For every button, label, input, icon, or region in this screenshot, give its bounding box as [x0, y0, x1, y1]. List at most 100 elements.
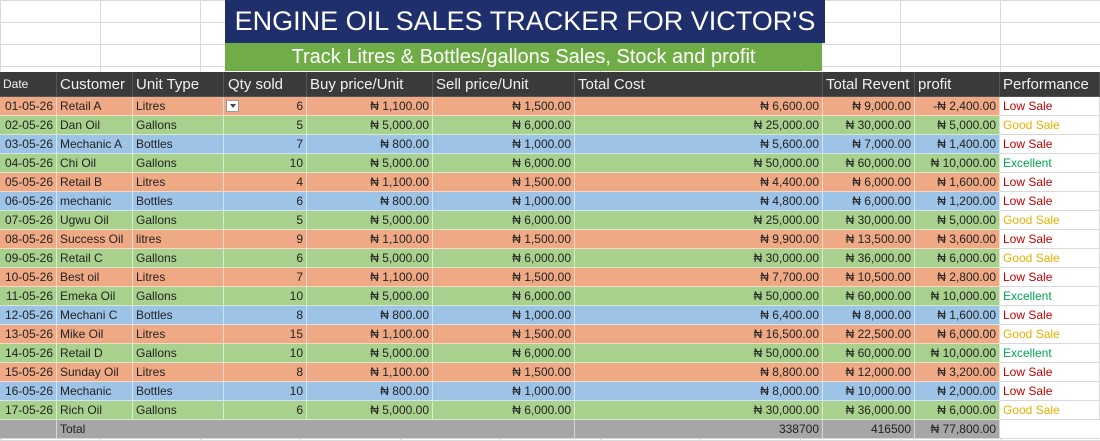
table-cell: ₦ 3,200.00	[915, 363, 1000, 382]
column-header: Qty sold	[224, 72, 307, 97]
table-cell: Dan Oil	[57, 116, 133, 135]
column-header: Date	[0, 72, 57, 97]
table-cell: Best oil	[57, 268, 133, 287]
table-cell: 13-05-26	[0, 325, 57, 344]
sheet-title: ENGINE OIL SALES TRACKER FOR VICTOR'S	[225, 0, 825, 43]
table-cell: ₦ 5,600.00	[575, 135, 823, 154]
column-header: profit	[915, 72, 1000, 97]
table-cell: ₦ 5,000.00	[307, 154, 433, 173]
table-cell: Mechanic A	[57, 135, 133, 154]
table-cell: Bottles	[133, 135, 224, 154]
sheet-subtitle: Track Litres & Bottles/gallons Sales, St…	[225, 43, 822, 71]
table-cell: ₦ 1,000.00	[433, 192, 575, 211]
table-cell: Litres	[133, 173, 224, 192]
table-cell: ₦ 1,500.00	[433, 97, 575, 116]
table-cell: ₦ 4,400.00	[575, 173, 823, 192]
table-cell: Gallons	[133, 116, 224, 135]
table-cell: ₦ 1,400.00	[915, 135, 1000, 154]
table-cell: ₦ 6,000.00	[915, 249, 1000, 268]
table-cell: ₦ 800.00	[307, 135, 433, 154]
performance-cell: Low Sale	[1000, 268, 1100, 287]
table-cell: ₦ 36,000.00	[823, 401, 915, 420]
table-cell: Gallons	[133, 401, 224, 420]
performance-cell: Good Sale	[1000, 249, 1100, 268]
performance-cell: Low Sale	[1000, 135, 1100, 154]
table-cell: 4	[224, 173, 307, 192]
table-cell: 05-05-26	[0, 173, 57, 192]
table-cell: litres	[133, 230, 224, 249]
table-cell: 03-05-26	[0, 135, 57, 154]
performance-cell: Good Sale	[1000, 325, 1100, 344]
table-cell: 04-05-26	[0, 154, 57, 173]
table-cell: ₦ 10,000.00	[915, 154, 1000, 173]
table-cell: ₦ 13,500.00	[823, 230, 915, 249]
table-cell: ₦ 30,000.00	[575, 401, 823, 420]
dropdown-button[interactable]	[226, 100, 239, 112]
table-cell: Retail A	[57, 97, 133, 116]
table-cell: ₦ 50,000.00	[575, 154, 823, 173]
table-cell: ₦ 1,600.00	[915, 173, 1000, 192]
total-blank	[1000, 420, 1100, 439]
table-cell: Retail B	[57, 173, 133, 192]
table-cell: 8	[224, 306, 307, 325]
table-cell: ₦ 6,000.00	[823, 173, 915, 192]
table-cell: ₦ 10,000.00	[823, 382, 915, 401]
table-cell: ₦ 1,600.00	[915, 306, 1000, 325]
table-cell: 9	[224, 230, 307, 249]
performance-cell: Low Sale	[1000, 382, 1100, 401]
table-cell: ₦ 6,000.00	[433, 154, 575, 173]
column-header: Total Revent	[823, 72, 915, 97]
table-cell: ₦ 10,000.00	[915, 344, 1000, 363]
table-cell: ₦ 1,500.00	[433, 173, 575, 192]
performance-cell: Good Sale	[1000, 116, 1100, 135]
table-cell: Gallons	[133, 154, 224, 173]
table-cell: 14-05-26	[0, 344, 57, 363]
table-cell: ₦ 9,000.00	[823, 97, 915, 116]
table-cell: ₦ 30,000.00	[823, 116, 915, 135]
table-cell: Gallons	[133, 211, 224, 230]
table-cell: Bottles	[133, 306, 224, 325]
table-cell: Mechani C	[57, 306, 133, 325]
column-header: Total Cost	[575, 72, 823, 97]
table-cell: 17-05-26	[0, 401, 57, 420]
table-cell: 10	[224, 287, 307, 306]
table-cell: ₦ 800.00	[307, 192, 433, 211]
performance-cell: Low Sale	[1000, 363, 1100, 382]
table-cell: 08-05-26	[0, 230, 57, 249]
table-cell: mechanic	[57, 192, 133, 211]
table-cell: 8	[224, 363, 307, 382]
column-header: Buy price/Unit	[307, 72, 433, 97]
table-cell: ₦ 1,100.00	[307, 230, 433, 249]
table-cell: ₦ 1,000.00	[433, 135, 575, 154]
table-cell: ₦ 5,000.00	[307, 249, 433, 268]
performance-cell: Low Sale	[1000, 97, 1100, 116]
table-cell: ₦ 9,900.00	[575, 230, 823, 249]
table-cell: ₦ 5,000.00	[307, 401, 433, 420]
table-cell: ₦ 6,000.00	[433, 211, 575, 230]
table-cell: ₦ 16,500.00	[575, 325, 823, 344]
table-cell: ₦ 22,500.00	[823, 325, 915, 344]
table-cell: ₦ 800.00	[307, 382, 433, 401]
table-cell: Retail D	[57, 344, 133, 363]
table-cell: ₦ 1,000.00	[433, 306, 575, 325]
table-cell: 5	[224, 116, 307, 135]
table-cell: Retail C	[57, 249, 133, 268]
total-label: Total	[57, 420, 575, 439]
total-revenue: 416500	[823, 420, 915, 439]
column-header: Unit Type	[133, 72, 224, 97]
table-cell: Sunday Oil	[57, 363, 133, 382]
table-cell: Chi Oil	[57, 154, 133, 173]
table-cell: ₦ 1,100.00	[307, 268, 433, 287]
table-cell: 6	[224, 249, 307, 268]
table-cell: 11-05-26	[0, 287, 57, 306]
table-cell: ₦ 8,000.00	[575, 382, 823, 401]
table-cell: 7	[224, 135, 307, 154]
table-cell: ₦ 5,000.00	[307, 116, 433, 135]
table-cell: ₦ 1,200.00	[915, 192, 1000, 211]
table-cell: Emeka Oil	[57, 287, 133, 306]
performance-cell: Excellent	[1000, 287, 1100, 306]
table-cell: 15-05-26	[0, 363, 57, 382]
table-cell: 15	[224, 325, 307, 344]
table-cell: ₦ 12,000.00	[823, 363, 915, 382]
